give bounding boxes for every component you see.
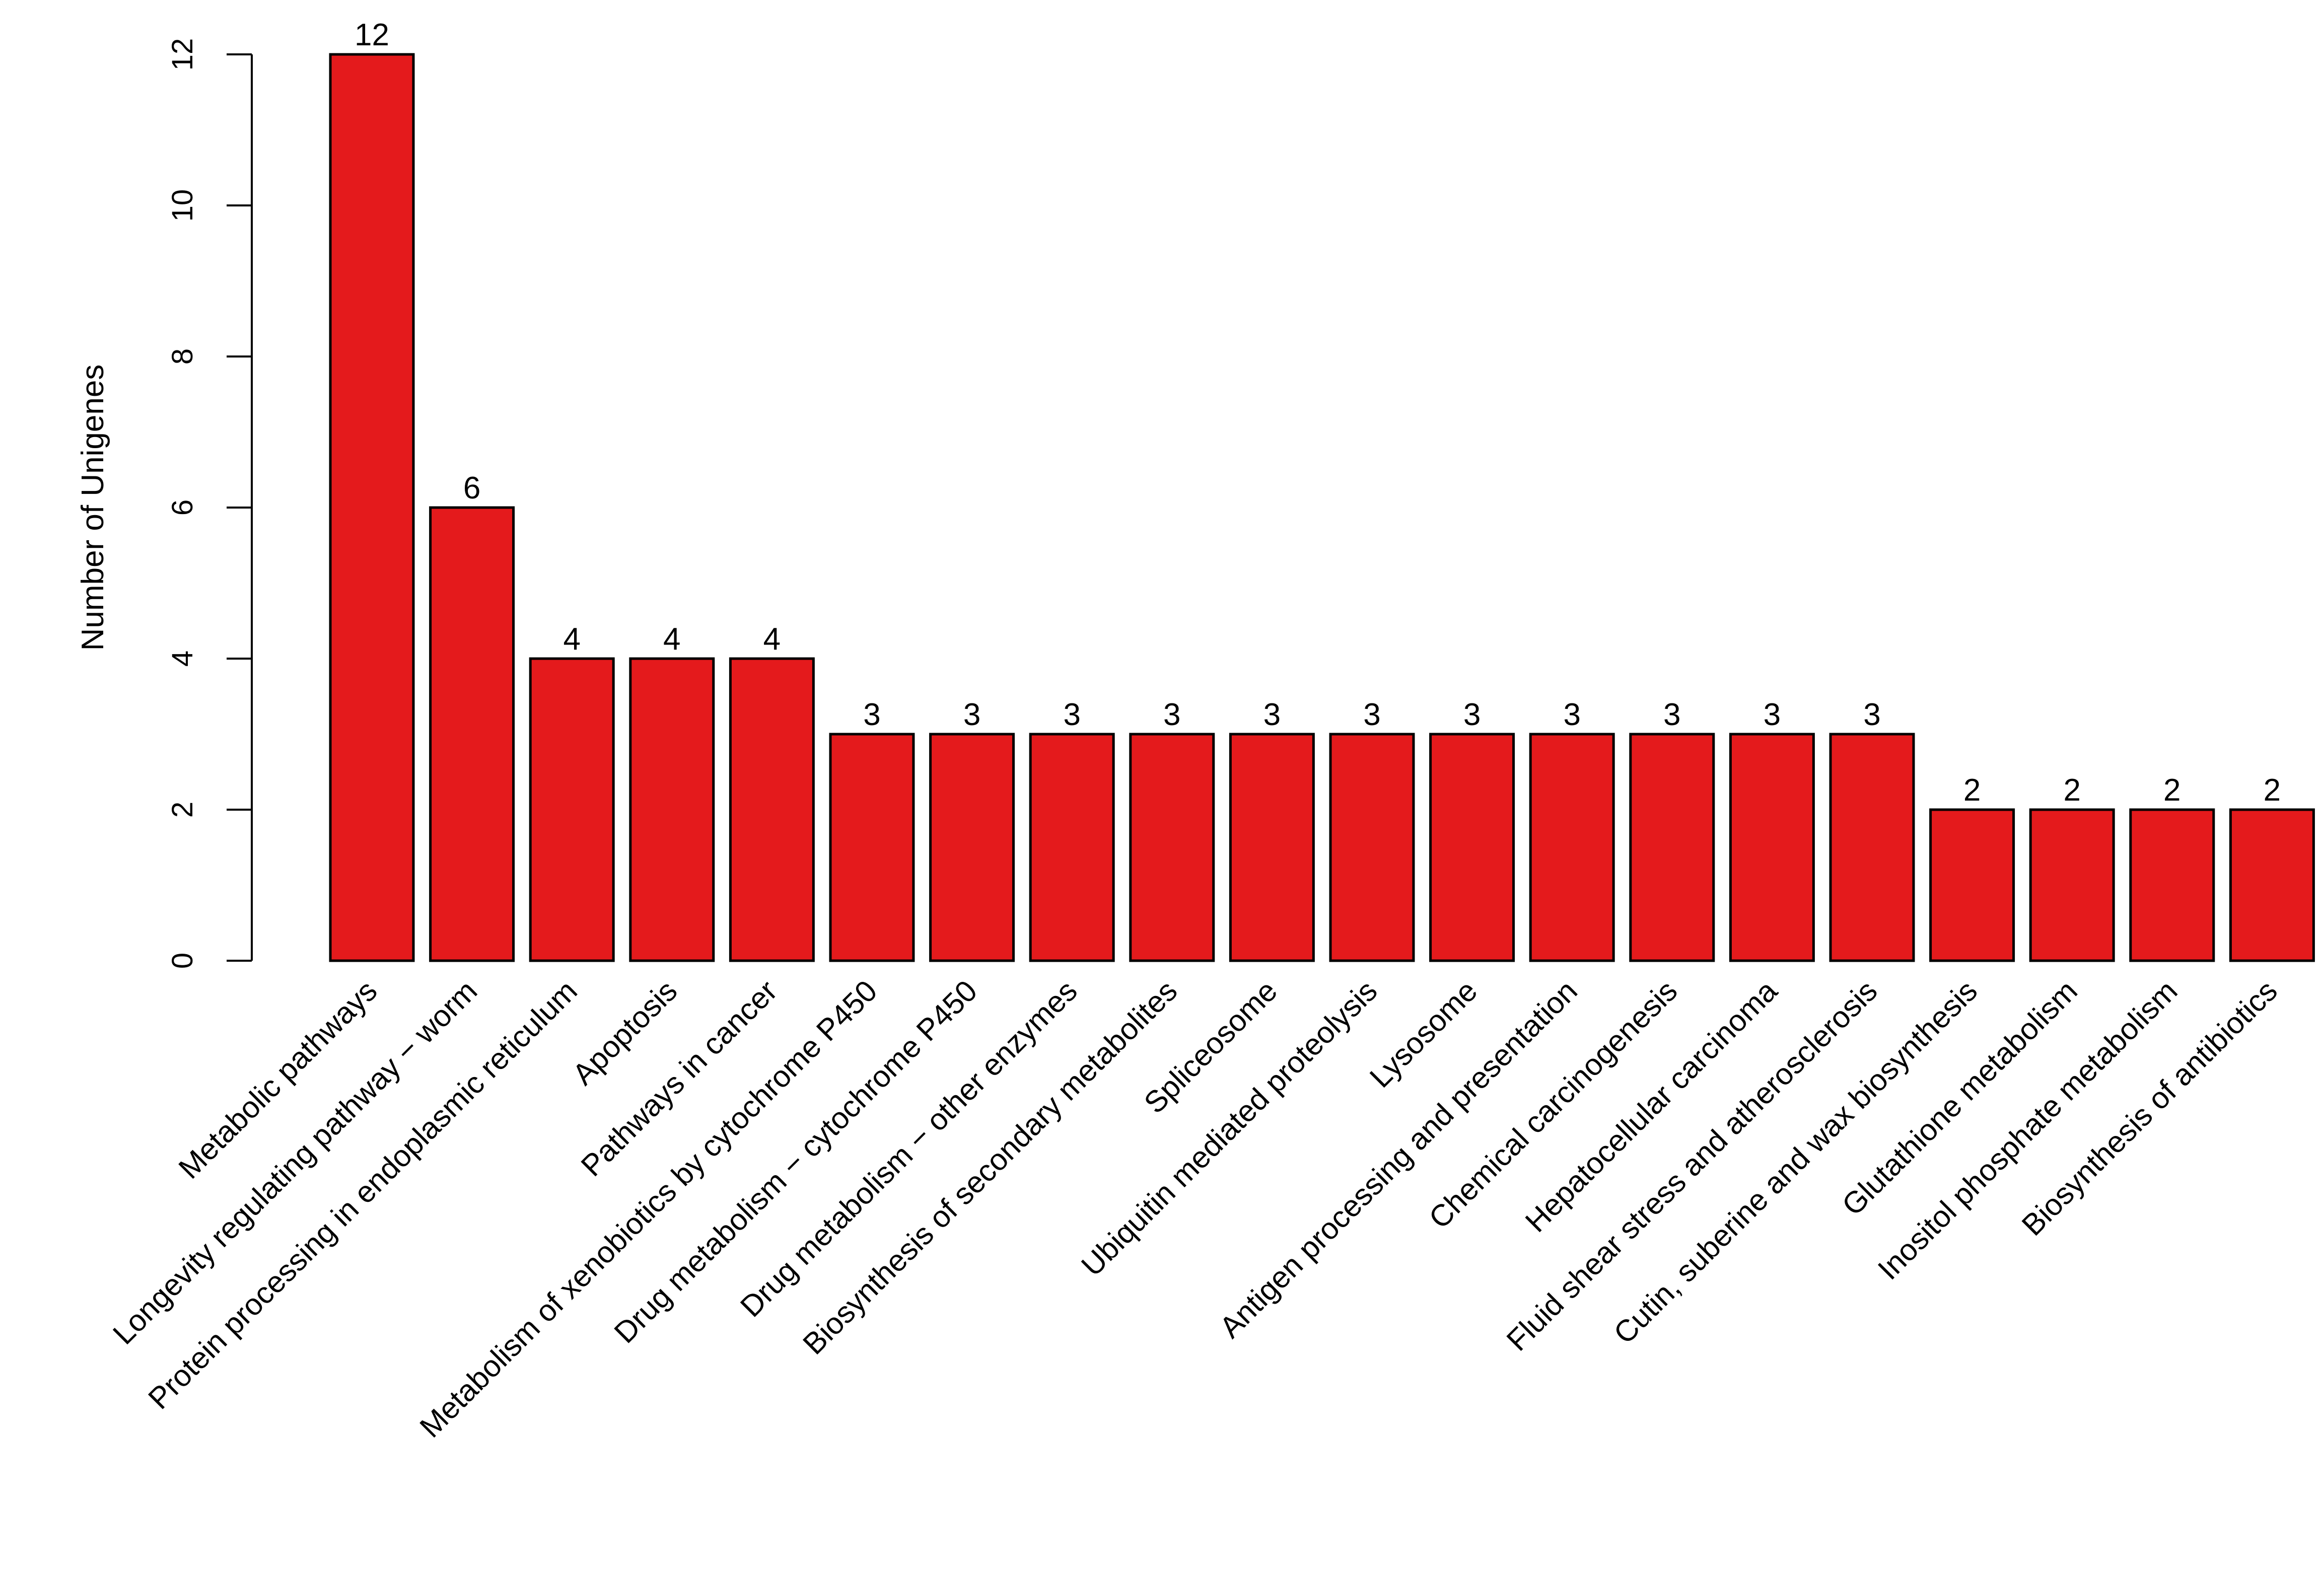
bar-value-label: 4 [663,622,680,657]
category-label: Biosynthesis of secondary metabolites [796,974,1183,1361]
y-axis-title: Number of Unigenes [76,365,110,651]
bar-value-label: 3 [963,697,980,732]
bar [629,657,715,962]
y-tick-label: 2 [166,802,199,818]
bar-value-label: 6 [463,471,480,506]
y-tick-label: 8 [166,348,199,365]
y-tick-label: 12 [166,38,199,71]
bar [2129,808,2215,962]
y-tick-label: 6 [166,499,199,516]
bar [1029,733,1115,962]
bar-value-label: 3 [1563,697,1580,732]
bar [1129,733,1215,962]
category-label: Cutin, suberine and wax biosynthesis [1607,974,1984,1350]
bar-value-label: 3 [1463,697,1481,732]
bar-value-label: 3 [1163,697,1180,732]
bar-value-label: 2 [2063,773,2080,808]
category-label: Antigen processing and presentation [1213,974,1584,1344]
bar-value-label: 3 [1063,697,1080,732]
y-tick-label: 4 [166,651,199,667]
bar [1329,733,1415,962]
bars [329,53,2315,962]
value-labels: 12 6 4 4 4 3 3 3 3 3 3 3 3 3 3 3 2 2 2 2 [355,18,2281,808]
bar [1929,808,2015,962]
bar [429,506,515,962]
bar [1429,733,1515,962]
bar-value-label: 4 [563,622,580,657]
category-label: Drug metabolism − cytochrome P450 [608,974,984,1350]
y-axis: 0 2 4 6 8 10 12 [166,38,253,969]
bar-value-label: 3 [1764,697,1781,732]
bar-value-label: 3 [1263,697,1281,732]
y-tick-label: 10 [166,189,199,222]
bar-value-label: 2 [1963,773,1981,808]
y-tick-label: 0 [166,953,199,969]
bar [1629,733,1715,962]
bar [1529,733,1615,962]
bar-value-label: 12 [355,18,389,52]
bar [2229,808,2315,962]
category-label: Pathways in cancer [575,974,784,1183]
bar [1829,733,1915,962]
bar-value-label: 3 [1663,697,1680,732]
bar [1729,733,1815,962]
category-label: Longevity regulating pathway − worm [106,974,483,1351]
bar-value-label: 4 [763,622,781,657]
bar-value-label: 2 [2264,773,2281,808]
bar [529,657,615,962]
category-label: Metabolism of xenobiotics by cytochrome … [413,974,884,1444]
bar [329,53,415,962]
bar [929,733,1015,962]
bar [2029,808,2115,962]
bar-value-label: 2 [2163,773,2180,808]
bar [1229,733,1315,962]
bar-value-label: 3 [1863,697,1880,732]
category-label: Metabolic pathways [172,974,384,1185]
bar-value-label: 3 [863,697,880,732]
bar [729,657,815,962]
bar-value-label: 3 [1363,697,1380,732]
category-label: Fluid shear stress and atherosclerosis [1500,974,1884,1357]
bar [829,733,915,962]
